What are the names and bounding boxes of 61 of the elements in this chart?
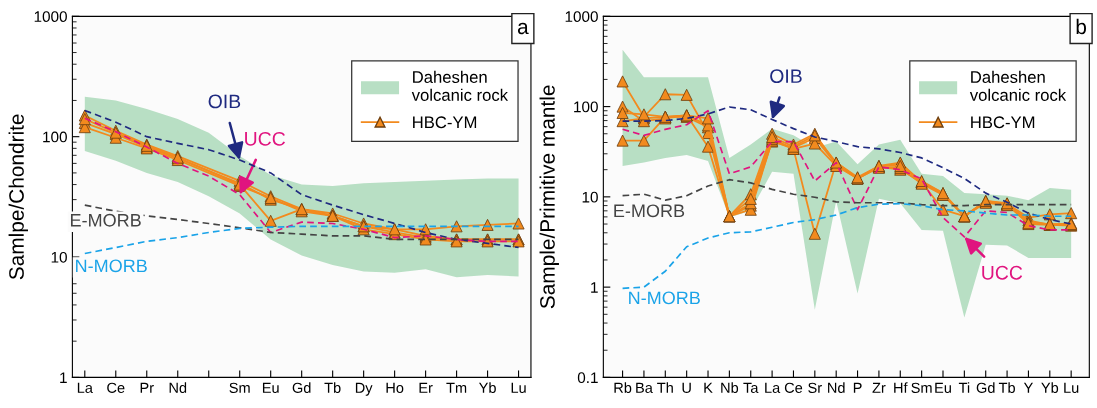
y-axis-title: Sample/Primitive mantle [539, 85, 559, 309]
series-label: N-MORB [629, 291, 700, 305]
legend-label: Daheshen volcanic rock [969, 70, 1067, 101]
x-tick-label: Zr [872, 382, 886, 393]
x-tick-label: La [765, 382, 781, 393]
x-tick-label: Nd [828, 382, 845, 393]
annotation: UCC [245, 131, 286, 146]
legend-label: HBC-YM [413, 116, 477, 129]
x-tick-label: Sm [911, 382, 932, 393]
x-tick-label: Ba [636, 382, 653, 393]
x-tick-label: Lu [511, 382, 526, 393]
y-tick-label: 1 [591, 282, 598, 293]
annotation: OIB [208, 94, 241, 109]
x-tick-label: U [682, 382, 691, 393]
annotation: a [517, 22, 529, 35]
x-tick-label: K [704, 382, 713, 393]
annotation: OIB [770, 69, 802, 84]
x-tick-label: Tb [998, 382, 1015, 393]
x-tick-label: Nd [169, 382, 187, 393]
x-tick-label: Y [1023, 382, 1033, 393]
x-tick-label: Yb [1041, 382, 1059, 393]
x-tick-label: Yb [478, 382, 496, 393]
x-tick-label: Gd [976, 382, 995, 393]
x-tick-label: Rb [614, 382, 632, 393]
y-tick-label: 100 [574, 101, 598, 113]
y-tick-label: 10 [51, 251, 67, 263]
x-tick-label: Sr [808, 382, 822, 393]
x-tick-label: Eu [262, 382, 279, 393]
annotation: UCC [982, 265, 1023, 280]
x-tick-label: Nb [721, 382, 739, 393]
x-tick-label: Ta [743, 382, 759, 393]
legend-label: HBC-YM [971, 116, 1035, 129]
y-tick-label: 1000 [565, 11, 598, 23]
y-tick-label: 1 [60, 372, 67, 383]
y-tick-label: 10 [582, 191, 598, 203]
x-tick-label: Tb [324, 382, 341, 393]
annotation: b [1076, 18, 1087, 35]
x-tick-label: Dy [355, 382, 373, 396]
x-tick-label: Pr [140, 382, 154, 393]
x-tick-label: Ti [958, 382, 970, 393]
x-tick-label: Ce [107, 382, 125, 393]
y-tick-label: 1000 [34, 11, 67, 23]
y-tick-label: 100 [43, 131, 67, 143]
x-tick-label: Lu [1064, 382, 1079, 393]
x-tick-label: Th [657, 382, 673, 393]
x-tick-label: Er [419, 382, 433, 393]
y-axis-title: Samlpe/Chondrite [8, 114, 28, 280]
series-label: E-MORB [71, 213, 141, 227]
x-tick-label: P [853, 382, 862, 393]
x-tick-label: Eu [935, 382, 951, 393]
legend-label: Daheshen volcanic rock [411, 70, 509, 101]
x-tick-label: La [77, 382, 93, 393]
series-label: E-MORB [614, 204, 685, 218]
x-tick-label: Tm [446, 382, 467, 393]
x-tick-label: Gd [292, 382, 311, 393]
y-tick-label: 0.1 [577, 372, 598, 384]
x-tick-label: Hf [894, 382, 908, 393]
x-tick-label: Ce [784, 382, 803, 393]
x-tick-label: Sm [229, 382, 250, 393]
series-label: N-MORB [76, 259, 147, 273]
x-tick-label: Ho [386, 382, 404, 393]
